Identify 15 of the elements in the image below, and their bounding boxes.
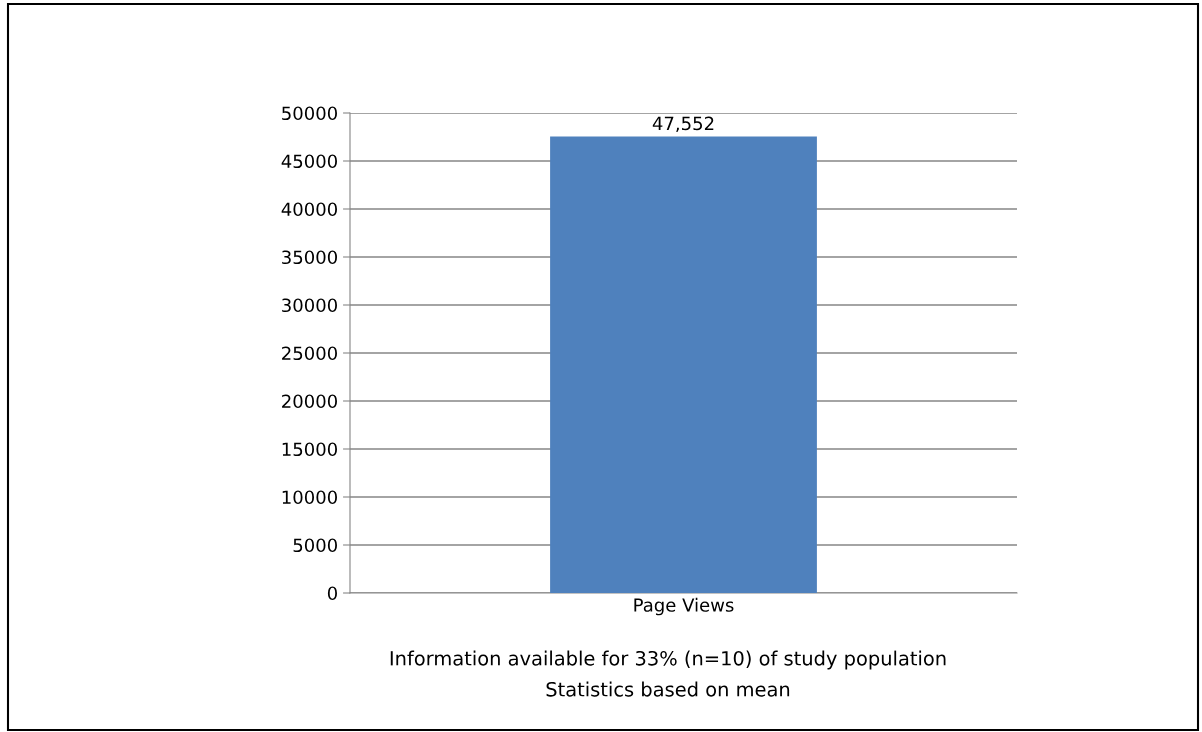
y-tick-label: 20000 — [282, 394, 337, 409]
data-label: 47,552 — [652, 116, 714, 133]
y-tick-label: 15000 — [282, 442, 337, 457]
y-tick-label: 40000 — [281, 202, 337, 217]
y-tick-label: 10000 — [282, 490, 337, 505]
y-tick-label: 50000 — [282, 106, 337, 121]
y-tick-label: 35000 — [282, 250, 337, 265]
y-tick-label: 5000 — [293, 538, 337, 553]
text: Information available for 33% (n=10) of study population — [390, 650, 946, 670]
y-tick-label: 25000 — [282, 346, 337, 361]
y-tick-label: 0 — [327, 586, 337, 601]
x-tick-label: Page Views — [634, 597, 734, 616]
y-tick-label: 30000 — [282, 298, 337, 313]
y-tick-label: 45000 — [281, 154, 337, 169]
text: Statistics based on mean — [546, 681, 790, 697]
